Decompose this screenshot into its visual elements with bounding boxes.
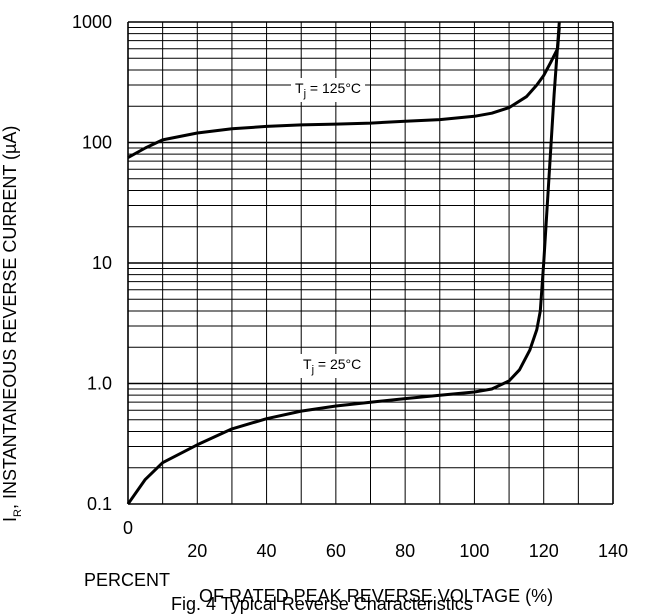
x-axis-label-line1: PERCENT [84,570,170,590]
data-series [126,21,561,505]
x-tick-label: 0 [123,518,133,538]
y-tick-label: 1.0 [87,374,112,394]
x-axis-ticks: 0 20 40 60 80 100 120 140 [123,518,628,561]
x-tick-label: 80 [395,541,415,561]
y-axis-ticks: 0.1 1.0 10 100 1000 [72,12,112,514]
x-tick-label: 60 [326,541,346,561]
y-axis-label: IR, INSTANTANEOUS REVERSE CURRENT (µA) [0,126,24,522]
x-axis-label-line2: OF RATED PEAK REVERSE VOLTAGE (%) [199,586,553,606]
y-tick-label: 100 [82,133,112,153]
x-tick-label: 100 [459,541,489,561]
series-label-125c: Tj = 125°C [295,80,361,100]
y-tick-label: 1000 [72,12,112,32]
x-tick-label: 40 [257,541,277,561]
x-tick-label: 20 [187,541,207,561]
x-tick-label: 140 [598,541,628,561]
x-tick-label: 120 [529,541,559,561]
series-label-25c: Tj = 25°C [303,356,361,376]
grid-lines [127,21,614,505]
y-tick-label: 0.1 [87,494,112,514]
series-label-background [299,354,366,378]
series-label-background [291,78,366,102]
series-line-1 [126,21,561,505]
series-labels: Tj = 125°C Tj = 25°C [291,78,366,378]
figure-caption: Fig. 4 Typical Reverse Characteristics [171,594,473,614]
series-line-0 [127,27,561,159]
y-tick-label: 10 [92,253,112,273]
